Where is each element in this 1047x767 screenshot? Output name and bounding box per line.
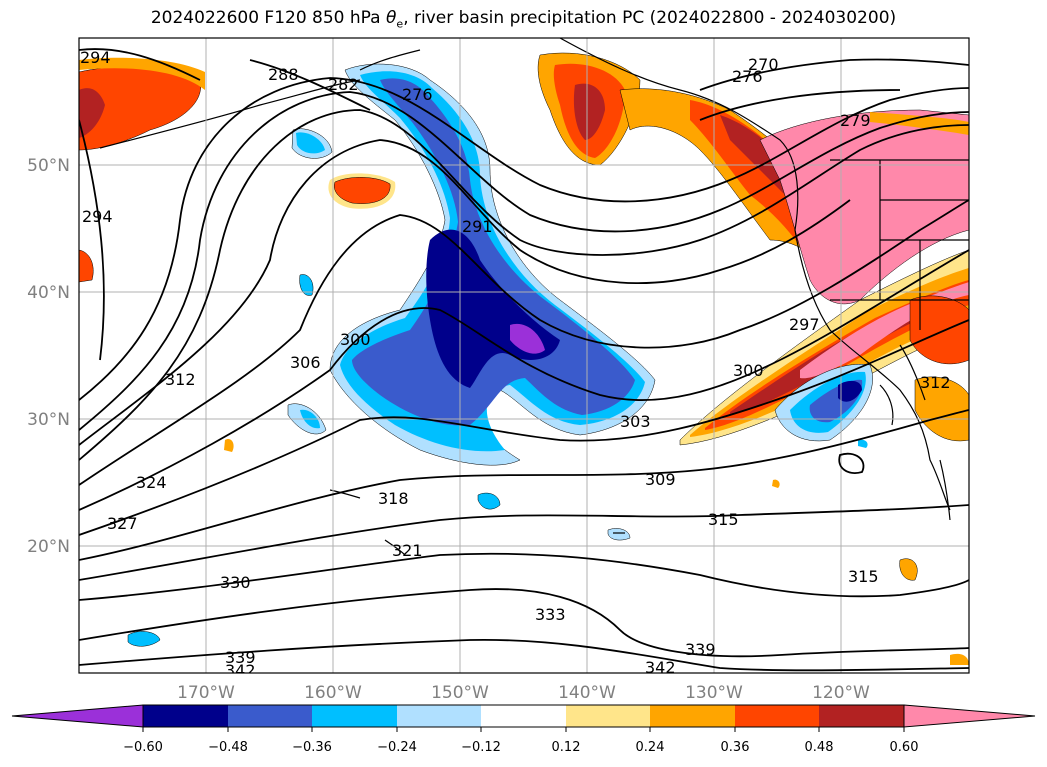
contour-label: 312 [165,370,196,389]
colorbar-ticks [142,727,905,732]
contour-label: 294 [82,207,113,226]
lon-label-160w: 160°W [304,683,362,703]
contour-label: 276 [402,85,433,104]
colorbar-bin [566,705,650,727]
lon-label-120w: 120°W [812,683,870,703]
contour-label: 312 [920,373,951,392]
positive-anomaly-shading [79,52,969,665]
contour-label: 297 [789,315,820,334]
colorbar-bin [312,705,397,727]
theta-e-contours [79,48,969,672]
latitude-labels: 50°N 40°N 30°N 20°N [27,156,70,557]
colorbar-bin [819,705,904,727]
colorbar-tick-label: −0.12 [461,740,501,755]
lon-label-150w: 150°W [431,683,489,703]
map-frame [78,37,970,674]
colorbar-tick-label: −0.48 [208,740,248,755]
contour-label: 342 [225,661,256,680]
colorbar-bin [143,705,228,727]
colorbar-tick-label: 0.60 [890,740,919,755]
colorbar-tick-label: 0.24 [636,740,665,755]
contour-label: 327 [107,514,138,533]
colorbar-tick-label: 0.36 [721,740,750,755]
lon-label-130w: 130°W [685,683,743,703]
contour-label: 276 [732,67,763,86]
contour-label: 321 [392,541,423,560]
contour-label: 300 [340,330,371,349]
lon-label-170w: 170°W [177,683,235,703]
colorbar-bin [735,705,819,727]
contour-label: 315 [708,510,739,529]
contour-label: 306 [290,353,321,372]
colorbar-tick-label: −0.24 [377,740,417,755]
gridlines [79,38,969,673]
colorbar-tick-label: 0.12 [552,740,581,755]
contour-label: 330 [220,573,251,592]
contour-label: 324 [136,473,167,492]
lon-label-140w: 140°W [558,683,616,703]
contour-label: 300 [733,361,764,380]
colorbar-bin [228,705,312,727]
contour-label: 270 [748,55,779,74]
colorbar-bin [397,705,481,727]
colorbar-tick-label: 0.48 [805,740,834,755]
colorbar-tick-label: −0.36 [292,740,332,755]
map-title: 2024022600 F120 850 hPa θe, river basin … [150,8,897,31]
coastlines [99,38,969,556]
contour-label: 333 [535,605,566,624]
contour-label: 339 [685,640,716,659]
contour-label: 315 [848,567,879,586]
contour-label: 282 [328,75,359,94]
lat-label-50n: 50°N [27,156,70,176]
contour-label: 294 [80,48,111,67]
colorbar-outline [142,704,905,728]
colorbar: −0.60 −0.48 −0.36 −0.24 −0.12 0.12 0.24 … [11,704,1036,755]
contour-label: 279 [840,111,871,130]
colorbar-bin [650,705,735,727]
lat-label-40n: 40°N [27,283,70,303]
contour-label: 339 [225,648,256,667]
contour-label: 318 [378,489,409,508]
contour-labels: 294 288 282 276 270 276 279 294 291 300 … [80,48,951,680]
colorbar-bin [481,705,566,727]
colorbar-tick-label: −0.60 [123,740,163,755]
colorbar-over-triangle [903,704,1036,728]
lat-label-30n: 30°N [27,410,70,430]
contour-label: 288 [268,65,299,84]
colorbar-under-triangle [11,704,144,728]
contour-label: 303 [620,412,651,431]
contour-label: 309 [645,470,676,489]
contour-label: 291 [462,217,493,236]
longitude-labels: 170°W 160°W 150°W 140°W 130°W 120°W [177,683,870,703]
map-layer: 294 288 282 276 270 276 279 294 291 300 … [79,38,969,680]
lat-label-20n: 20°N [27,537,70,557]
contour-label: 342 [645,658,676,677]
